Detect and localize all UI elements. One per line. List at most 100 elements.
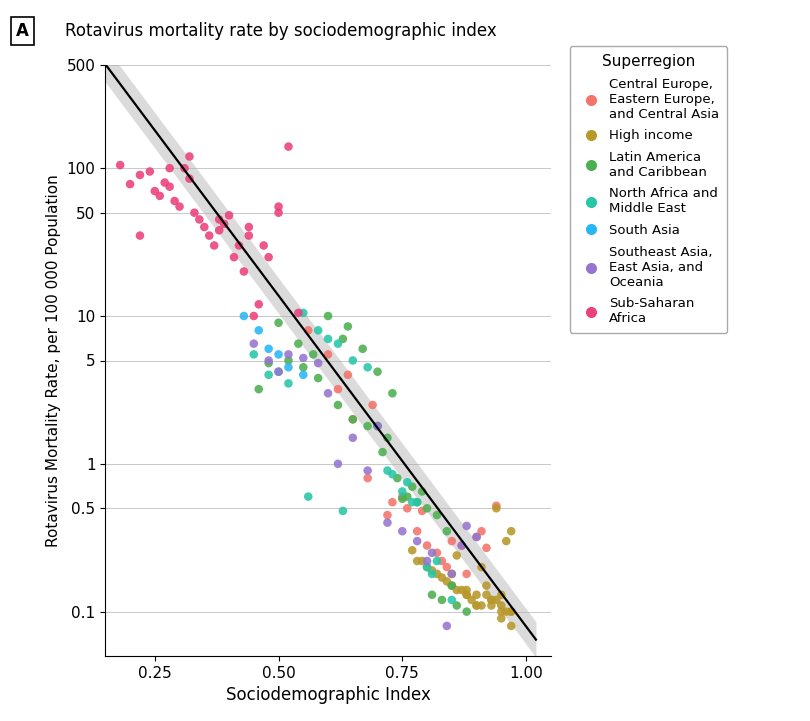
Point <box>406 481 419 492</box>
Point <box>495 589 508 601</box>
Point <box>183 173 196 185</box>
Point <box>406 497 419 508</box>
Point <box>173 201 186 213</box>
Point <box>465 594 478 606</box>
Point <box>282 349 295 360</box>
Point <box>416 486 428 497</box>
Point <box>376 446 389 458</box>
Point <box>411 526 424 537</box>
Point <box>361 420 374 432</box>
Point <box>198 221 211 233</box>
Point <box>331 384 344 395</box>
Point <box>381 517 394 528</box>
Point <box>247 310 260 322</box>
Point <box>366 399 379 411</box>
Point <box>401 477 414 488</box>
Point <box>470 531 483 543</box>
Point <box>113 159 126 171</box>
Point <box>272 366 285 378</box>
Point <box>460 589 473 601</box>
Point <box>163 181 176 193</box>
Point <box>460 568 473 580</box>
Point <box>252 324 265 336</box>
Point <box>153 190 166 202</box>
Point <box>455 540 468 552</box>
Point <box>143 166 156 177</box>
Point <box>470 600 483 611</box>
Point <box>232 239 245 251</box>
Point <box>272 366 285 378</box>
Point <box>391 472 404 484</box>
Point <box>450 549 463 561</box>
Point <box>242 230 255 242</box>
Point <box>485 594 498 606</box>
Point <box>247 338 260 350</box>
Point <box>396 491 409 503</box>
Point <box>401 491 414 503</box>
Point <box>411 535 424 547</box>
Point <box>460 520 473 531</box>
Point <box>386 469 399 480</box>
X-axis label: Sociodemographic Index: Sociodemographic Index <box>226 686 430 704</box>
Point <box>420 562 433 573</box>
Point <box>282 141 295 152</box>
Point <box>371 420 384 432</box>
Point <box>188 207 201 218</box>
Point <box>446 580 458 591</box>
Point <box>163 162 176 174</box>
Point <box>262 358 275 369</box>
Point <box>341 369 354 381</box>
Point <box>168 195 181 207</box>
Point <box>252 384 265 395</box>
Point <box>134 169 147 181</box>
Point <box>361 465 374 477</box>
Point <box>425 589 438 601</box>
Point <box>262 343 275 355</box>
Point <box>202 230 215 242</box>
Point <box>356 343 369 355</box>
Point <box>371 420 384 432</box>
Point <box>396 493 409 505</box>
Point <box>361 472 374 484</box>
Point <box>420 540 433 552</box>
Point <box>446 568 458 580</box>
Point <box>505 606 518 617</box>
Point <box>416 555 428 567</box>
Point <box>158 177 171 188</box>
Point <box>455 540 468 552</box>
Point <box>441 620 454 632</box>
Point <box>470 589 483 601</box>
Point <box>406 544 419 556</box>
Point <box>193 213 206 225</box>
Point <box>505 606 518 617</box>
Point <box>302 491 315 503</box>
Point <box>505 526 518 537</box>
Point <box>480 580 493 591</box>
Point <box>262 355 275 366</box>
Point <box>282 378 295 389</box>
Point <box>430 568 443 580</box>
Text: A: A <box>16 22 29 40</box>
Point <box>485 594 498 606</box>
Point <box>237 266 250 278</box>
Point <box>420 555 433 567</box>
Point <box>134 230 147 242</box>
Point <box>416 505 428 517</box>
Point <box>336 505 349 517</box>
Point <box>505 620 518 632</box>
Point <box>475 562 488 573</box>
Point <box>381 465 394 477</box>
Point <box>490 594 503 606</box>
Point <box>262 369 275 381</box>
Point <box>296 353 309 364</box>
Point <box>331 399 344 411</box>
Point <box>331 338 344 350</box>
Point <box>148 185 161 197</box>
Point <box>322 349 335 360</box>
Point <box>420 562 433 573</box>
Point <box>446 568 458 580</box>
Point <box>446 580 458 591</box>
Point <box>411 497 424 508</box>
Point <box>396 526 409 537</box>
Point <box>480 589 493 601</box>
